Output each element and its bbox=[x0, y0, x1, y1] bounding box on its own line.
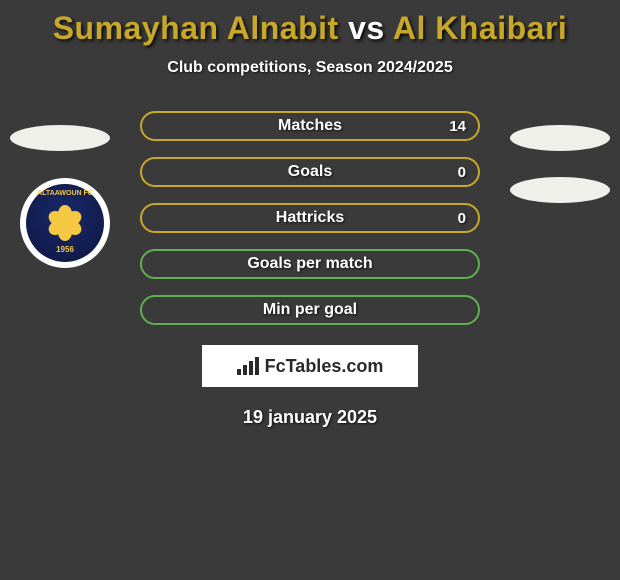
stat-value: 0 bbox=[458, 164, 466, 181]
comparison-infographic: Sumayhan Alnabit vs Al Khaibari Club com… bbox=[0, 0, 620, 580]
stat-label: Matches bbox=[278, 117, 342, 135]
stats-list: Matches 14 Goals 0 Hattricks 0 Goals per match… bbox=[0, 111, 620, 325]
vs-separator: vs bbox=[339, 10, 393, 46]
stat-row: Matches 14 bbox=[140, 111, 480, 141]
date-text: 19 january 2025 bbox=[0, 407, 620, 428]
watermark-text: FcTables.com bbox=[265, 356, 384, 377]
page-title: Sumayhan Alnabit vs Al Khaibari bbox=[0, 0, 620, 47]
stat-row: Goals 0 bbox=[140, 157, 480, 187]
subtitle: Club competitions, Season 2024/2025 bbox=[0, 59, 620, 77]
stat-label: Hattricks bbox=[276, 209, 344, 227]
stat-label: Min per goal bbox=[263, 301, 357, 319]
stat-row: Hattricks 0 bbox=[140, 203, 480, 233]
stat-label: Goals per match bbox=[247, 255, 372, 273]
chart-icon bbox=[237, 357, 259, 375]
stat-value: 0 bbox=[458, 210, 466, 227]
player1-name: Sumayhan Alnabit bbox=[53, 10, 339, 46]
player2-name: Al Khaibari bbox=[393, 10, 567, 46]
stat-row: Goals per match bbox=[140, 249, 480, 279]
stat-row: Min per goal bbox=[140, 295, 480, 325]
watermark: FcTables.com bbox=[202, 345, 418, 387]
stat-label: Goals bbox=[288, 163, 332, 181]
stat-value: 14 bbox=[449, 118, 466, 135]
